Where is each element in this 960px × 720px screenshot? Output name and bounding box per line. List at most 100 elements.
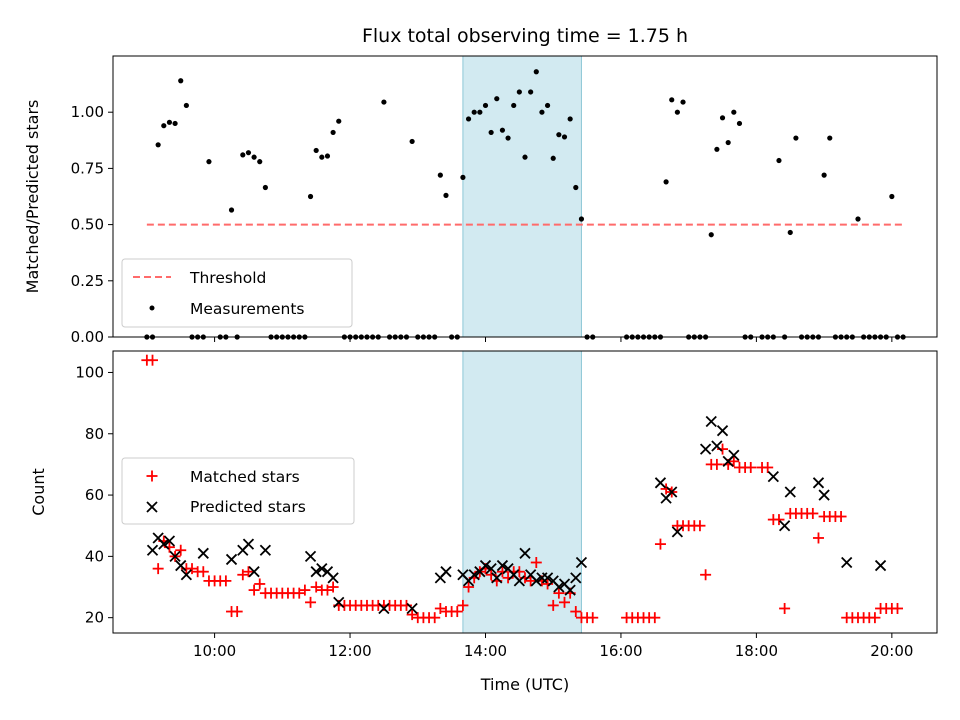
x-tick-label: 10:00 bbox=[193, 642, 236, 660]
measurement-point bbox=[336, 118, 342, 124]
measurement-point bbox=[499, 127, 506, 133]
measurements-points bbox=[144, 69, 906, 340]
predicted-star-marker bbox=[259, 544, 272, 556]
predicted-star-marker bbox=[225, 553, 238, 566]
top-legend: Threshold Measurements bbox=[121, 258, 353, 328]
top-x-ticks bbox=[214, 337, 893, 342]
highlight-span-rect bbox=[462, 56, 582, 337]
predicted-star-marker bbox=[699, 443, 712, 455]
measurement-point bbox=[307, 193, 314, 200]
predicted-star-marker bbox=[812, 477, 825, 489]
measurement-point bbox=[719, 115, 726, 121]
measurement-point bbox=[544, 102, 551, 109]
measurement-point bbox=[578, 216, 585, 222]
measurement-point bbox=[460, 174, 466, 180]
measurement-point bbox=[731, 109, 737, 115]
predicted-star-marker bbox=[146, 544, 159, 556]
predicted-star-marker bbox=[310, 566, 322, 578]
measurement-point bbox=[155, 142, 161, 148]
measurement-point bbox=[245, 150, 252, 156]
measurement-point bbox=[494, 96, 500, 102]
measurement-point bbox=[228, 207, 235, 213]
predicted-star-marker bbox=[242, 538, 255, 550]
legend-matched-swatch bbox=[146, 470, 158, 482]
measurement-point bbox=[550, 155, 556, 161]
measurement-point bbox=[533, 69, 539, 75]
measurement-point bbox=[522, 154, 528, 160]
measurement-point bbox=[262, 184, 268, 191]
measurement-point bbox=[324, 153, 331, 159]
measurement-point bbox=[471, 109, 477, 115]
predicted-star-marker bbox=[513, 575, 525, 587]
predicted-star-marker bbox=[479, 559, 492, 572]
y-tick-label: 0.50 bbox=[71, 216, 104, 234]
measurement-point bbox=[488, 129, 494, 136]
predicted-star-marker bbox=[248, 566, 260, 578]
predicted-star-marker bbox=[519, 547, 531, 559]
measurement-point bbox=[528, 89, 534, 95]
predicted-star-marker bbox=[491, 572, 503, 584]
legend-measurements-label: Measurements bbox=[190, 300, 305, 318]
bottom-legend: Matched stars Predicted stars bbox=[121, 457, 355, 525]
predicted-star-marker bbox=[564, 584, 576, 596]
predicted-star-marker bbox=[378, 602, 390, 615]
y-tick-label: 0.25 bbox=[71, 272, 104, 290]
predicted-star-marker bbox=[671, 526, 684, 538]
predicted-star-marker bbox=[558, 578, 571, 590]
predicted-star-marker bbox=[406, 602, 418, 615]
bottom-y-axis-label: Count bbox=[29, 468, 48, 516]
predicted-star-marker bbox=[530, 575, 542, 587]
measurement-point bbox=[787, 229, 793, 236]
measurement-point bbox=[240, 152, 246, 158]
legend-matched-label: Matched stars bbox=[190, 468, 300, 486]
top-panel: 0.00 0.25 0.50 0.75 1.00 Flux total observin… bbox=[23, 25, 938, 346]
top-y-ticks: 0.00 0.25 0.50 0.75 1.00 bbox=[71, 103, 113, 346]
x-tick-label: 18:00 bbox=[735, 642, 778, 660]
predicted-star-marker bbox=[508, 569, 520, 581]
y-tick-label: 0.75 bbox=[71, 159, 104, 177]
predicted-star-marker bbox=[152, 532, 164, 544]
predicted-star-marker bbox=[304, 550, 317, 563]
y-tick-label: 60 bbox=[85, 486, 104, 504]
measurement-point bbox=[409, 138, 415, 145]
predicted-star-marker bbox=[705, 415, 717, 428]
y-tick-label: 40 bbox=[85, 547, 104, 565]
top-axes-frame bbox=[112, 55, 938, 338]
predicted-star-marker bbox=[440, 566, 452, 578]
measurement-point bbox=[793, 135, 799, 141]
y-tick-label: 1.00 bbox=[71, 103, 104, 121]
predicted-star-marker bbox=[468, 569, 480, 581]
predicted-star-marker bbox=[180, 569, 193, 581]
measurement-point bbox=[465, 116, 472, 122]
predicted-star-marker bbox=[778, 520, 791, 532]
predicted-star-marker bbox=[728, 449, 740, 461]
measurement-point bbox=[443, 192, 449, 198]
measurement-point bbox=[663, 179, 669, 185]
y-tick-label: 100 bbox=[75, 363, 104, 381]
measurement-point bbox=[736, 120, 743, 127]
measurement-point bbox=[776, 157, 782, 164]
legend-threshold-label: Threshold bbox=[189, 269, 266, 287]
bottom-x-ticks: 10:00 12:00 14:00 16:00 18:00 20:00 bbox=[193, 633, 913, 660]
predicted-star-marker bbox=[485, 562, 497, 575]
bottom-legend-box bbox=[121, 457, 355, 525]
bottom-y-ticks: 20 40 60 80 100 bbox=[75, 363, 113, 627]
predicted-star-marker bbox=[457, 569, 469, 581]
predicted-star-marker bbox=[654, 477, 667, 489]
measurement-point bbox=[251, 154, 257, 160]
measurement-point bbox=[178, 78, 184, 84]
bottom-panel: 10:00 12:00 14:00 16:00 18:00 20:00 20 40 60 80 1… bbox=[29, 350, 938, 694]
measurement-point bbox=[539, 109, 545, 115]
legend-predicted-label: Predicted stars bbox=[190, 498, 306, 516]
predicted-star-marker bbox=[784, 486, 796, 498]
top-highlight-span bbox=[462, 56, 582, 337]
measurement-point bbox=[437, 172, 443, 178]
top-chart-title: Flux total observing time = 1.75 h bbox=[362, 25, 688, 47]
measurement-point bbox=[855, 216, 861, 222]
predicted-star-marker bbox=[175, 559, 187, 572]
predicted-star-marker bbox=[818, 489, 830, 501]
predicted-star-marker bbox=[575, 556, 588, 569]
predicted-star-marker bbox=[502, 562, 514, 575]
x-tick-label: 14:00 bbox=[464, 642, 507, 660]
measurement-point bbox=[206, 159, 212, 165]
